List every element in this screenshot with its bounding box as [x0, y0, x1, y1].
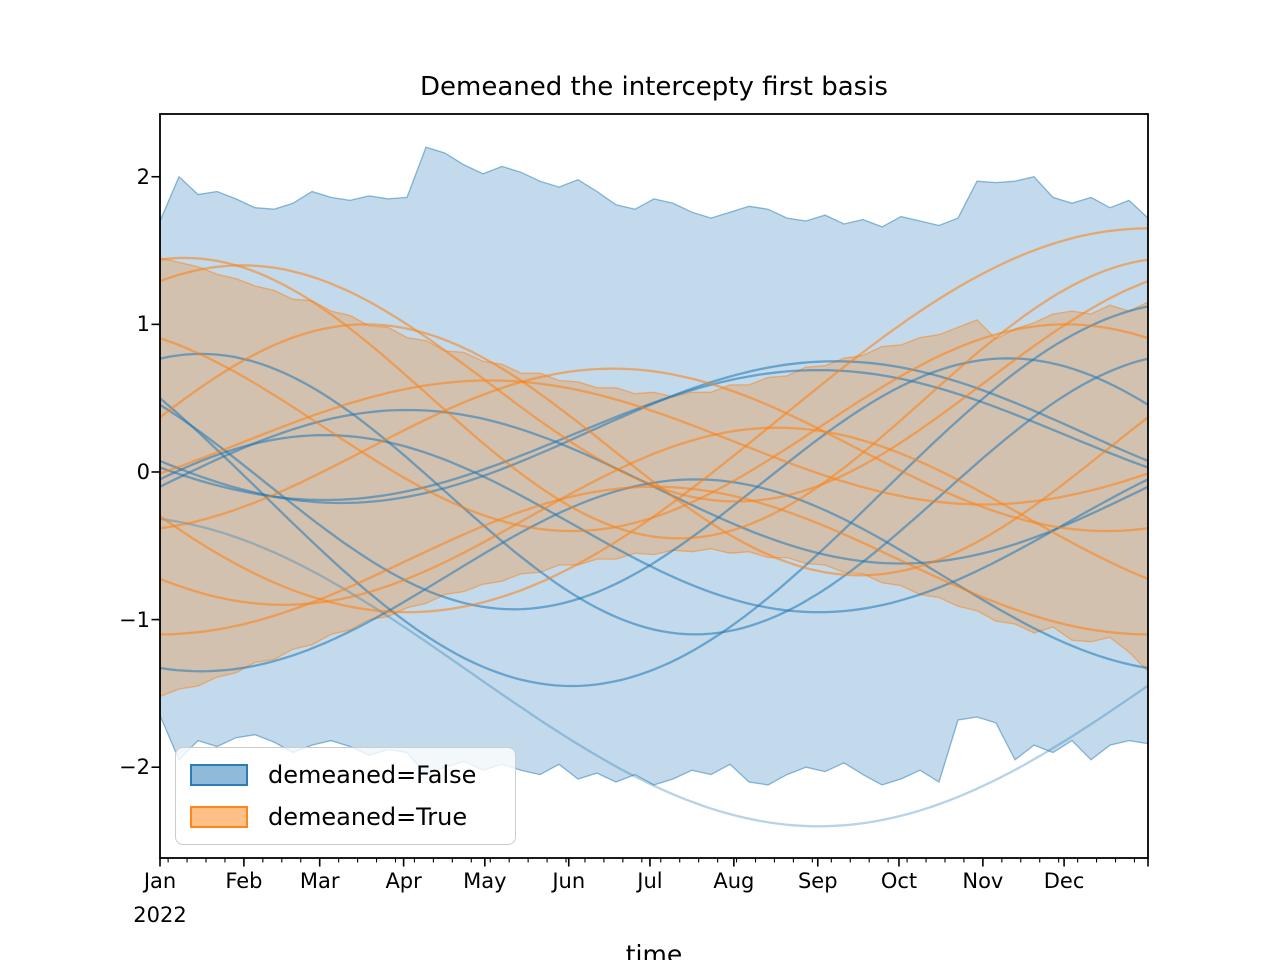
sample-line-15	[160, 485, 1148, 636]
y-tick-label-2: 2	[136, 164, 150, 189]
x-tick-label-dec: Dec	[1043, 869, 1085, 893]
sample-line-0	[160, 357, 1148, 611]
y-tick-label-0: 0	[136, 459, 150, 484]
sample-line-2	[160, 368, 1148, 502]
sample-line-17	[160, 323, 1148, 577]
x-tick-label-feb: Feb	[225, 869, 263, 893]
sample-line-8	[160, 517, 1148, 828]
sample-line-4	[160, 352, 1148, 636]
plot-frame	[159, 113, 1149, 859]
bands-layer	[160, 146, 1148, 786]
legend-label-false: demeaned=False	[268, 761, 477, 789]
sample-line-3	[160, 305, 1148, 688]
sample-line-13	[160, 379, 1148, 506]
x-axis-year-label: 2022	[133, 903, 187, 927]
x-tick-label-jul: Jul	[637, 869, 663, 893]
x-tick-label-jan: Jan	[143, 869, 177, 893]
x-tick-label-may: May	[463, 869, 507, 893]
legend-entry-true: demeaned=True	[190, 800, 501, 834]
x-tick-label-mar: Mar	[299, 869, 340, 893]
sample-line-7	[160, 433, 1148, 614]
x-tick-label-nov: Nov	[962, 869, 1004, 893]
sample-line-16	[160, 227, 1148, 614]
y-tick-label--2: −2	[119, 755, 150, 780]
sample-lines-layer	[160, 227, 1148, 828]
legend-label-true: demeaned=True	[268, 803, 468, 831]
x-tick-label-aug: Aug	[713, 869, 755, 893]
sample-line-14	[160, 426, 1148, 606]
x-tick-label-apr: Apr	[385, 869, 422, 893]
y-tick-label--1: −1	[119, 607, 150, 632]
axes-layer	[151, 113, 1149, 867]
y-tick-label-1: 1	[136, 312, 150, 337]
sample-line-9	[160, 256, 1148, 540]
legend-entry-false: demeaned=False	[190, 758, 501, 792]
chart-title: Demeaned the intercepty first basis	[420, 72, 888, 102]
x-axis-title: time	[625, 940, 683, 960]
legend-box: demeaned=False demeaned=True	[175, 747, 516, 845]
x-tick-label-jun: Jun	[552, 869, 586, 893]
legend-swatch-orange	[190, 806, 248, 828]
x-tick-label-oct: Oct	[880, 869, 918, 893]
sample-line-12	[160, 367, 1148, 533]
x-tick-label-sep: Sep	[797, 869, 838, 893]
legend-swatch-blue	[190, 764, 248, 786]
